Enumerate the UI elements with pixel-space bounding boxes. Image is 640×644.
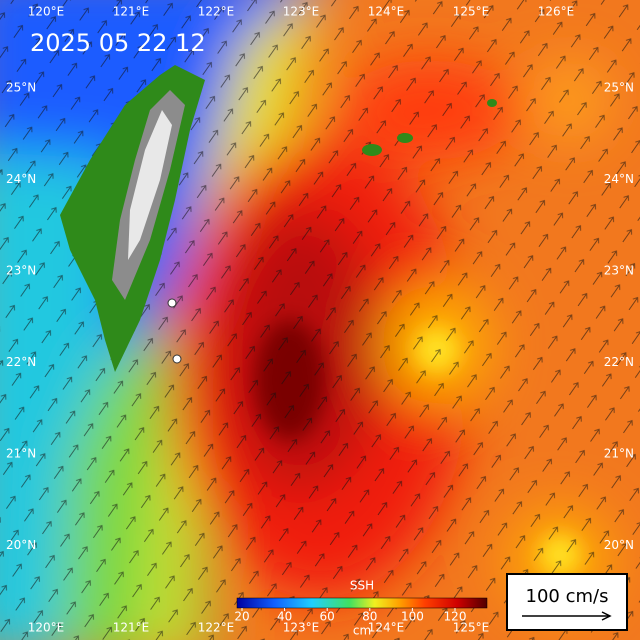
taiwan: [60, 65, 497, 372]
lon-label-bottom: 123°E: [283, 621, 320, 635]
lat-label-right: 24°N: [604, 172, 634, 186]
graticule-labels: 120°E 120°E 121°E 121°E 122°E 122°E 123°E 123°E…: [6, 5, 634, 635]
lat-label-left: 21°N: [6, 447, 36, 461]
lon-label-top: 126°E: [538, 5, 575, 19]
colorbar-ramp: [236, 597, 488, 609]
lat-label-right: 22°N: [604, 355, 634, 369]
lat-label-left: 25°N: [6, 81, 36, 95]
lon-label-top: 124°E: [368, 5, 405, 19]
timestamp: 2025 05 22 12: [30, 29, 206, 57]
lat-label-left: 24°N: [6, 172, 36, 186]
scale-box: 100 cm/s: [506, 573, 628, 631]
lon-label-bottom: 125°E: [453, 621, 490, 635]
lat-label-right: 23°N: [604, 264, 634, 278]
lon-label-bottom: 122°E: [198, 621, 235, 635]
lon-label-top: 121°E: [113, 5, 150, 19]
colorbar-tick-label: 20: [234, 610, 249, 624]
scale-label: 100 cm/s: [526, 586, 609, 607]
lat-label-right: 21°N: [604, 447, 634, 461]
colorbar: SSH cm 20 40 60 80 100 120: [234, 579, 488, 638]
colorbar-tick-label: 80: [362, 610, 377, 624]
lon-label-top: 123°E: [283, 5, 320, 19]
colorbar-tick-label: 60: [320, 610, 335, 624]
lon-label-top: 125°E: [453, 5, 490, 19]
lon-label-top: 120°E: [28, 5, 65, 19]
lat-label-right: 20°N: [604, 538, 634, 552]
lat-label-left: 23°N: [6, 264, 36, 278]
lat-label-left: 20°N: [6, 538, 36, 552]
colorbar-title: SSH: [350, 579, 374, 593]
colorbar-tick-label: 100: [401, 610, 424, 624]
lon-label-bottom: 120°E: [28, 621, 65, 635]
colorbar-tick-label: 40: [277, 610, 292, 624]
lon-label-bottom: 121°E: [113, 621, 150, 635]
lat-label-left: 22°N: [6, 355, 36, 369]
lat-label-right: 25°N: [604, 81, 634, 95]
colorbar-tick-label: 120: [444, 610, 467, 624]
lon-label-bottom: 124°E: [368, 621, 405, 635]
colorbar-unit: cm: [353, 624, 371, 638]
lon-label-top: 122°E: [198, 5, 235, 19]
